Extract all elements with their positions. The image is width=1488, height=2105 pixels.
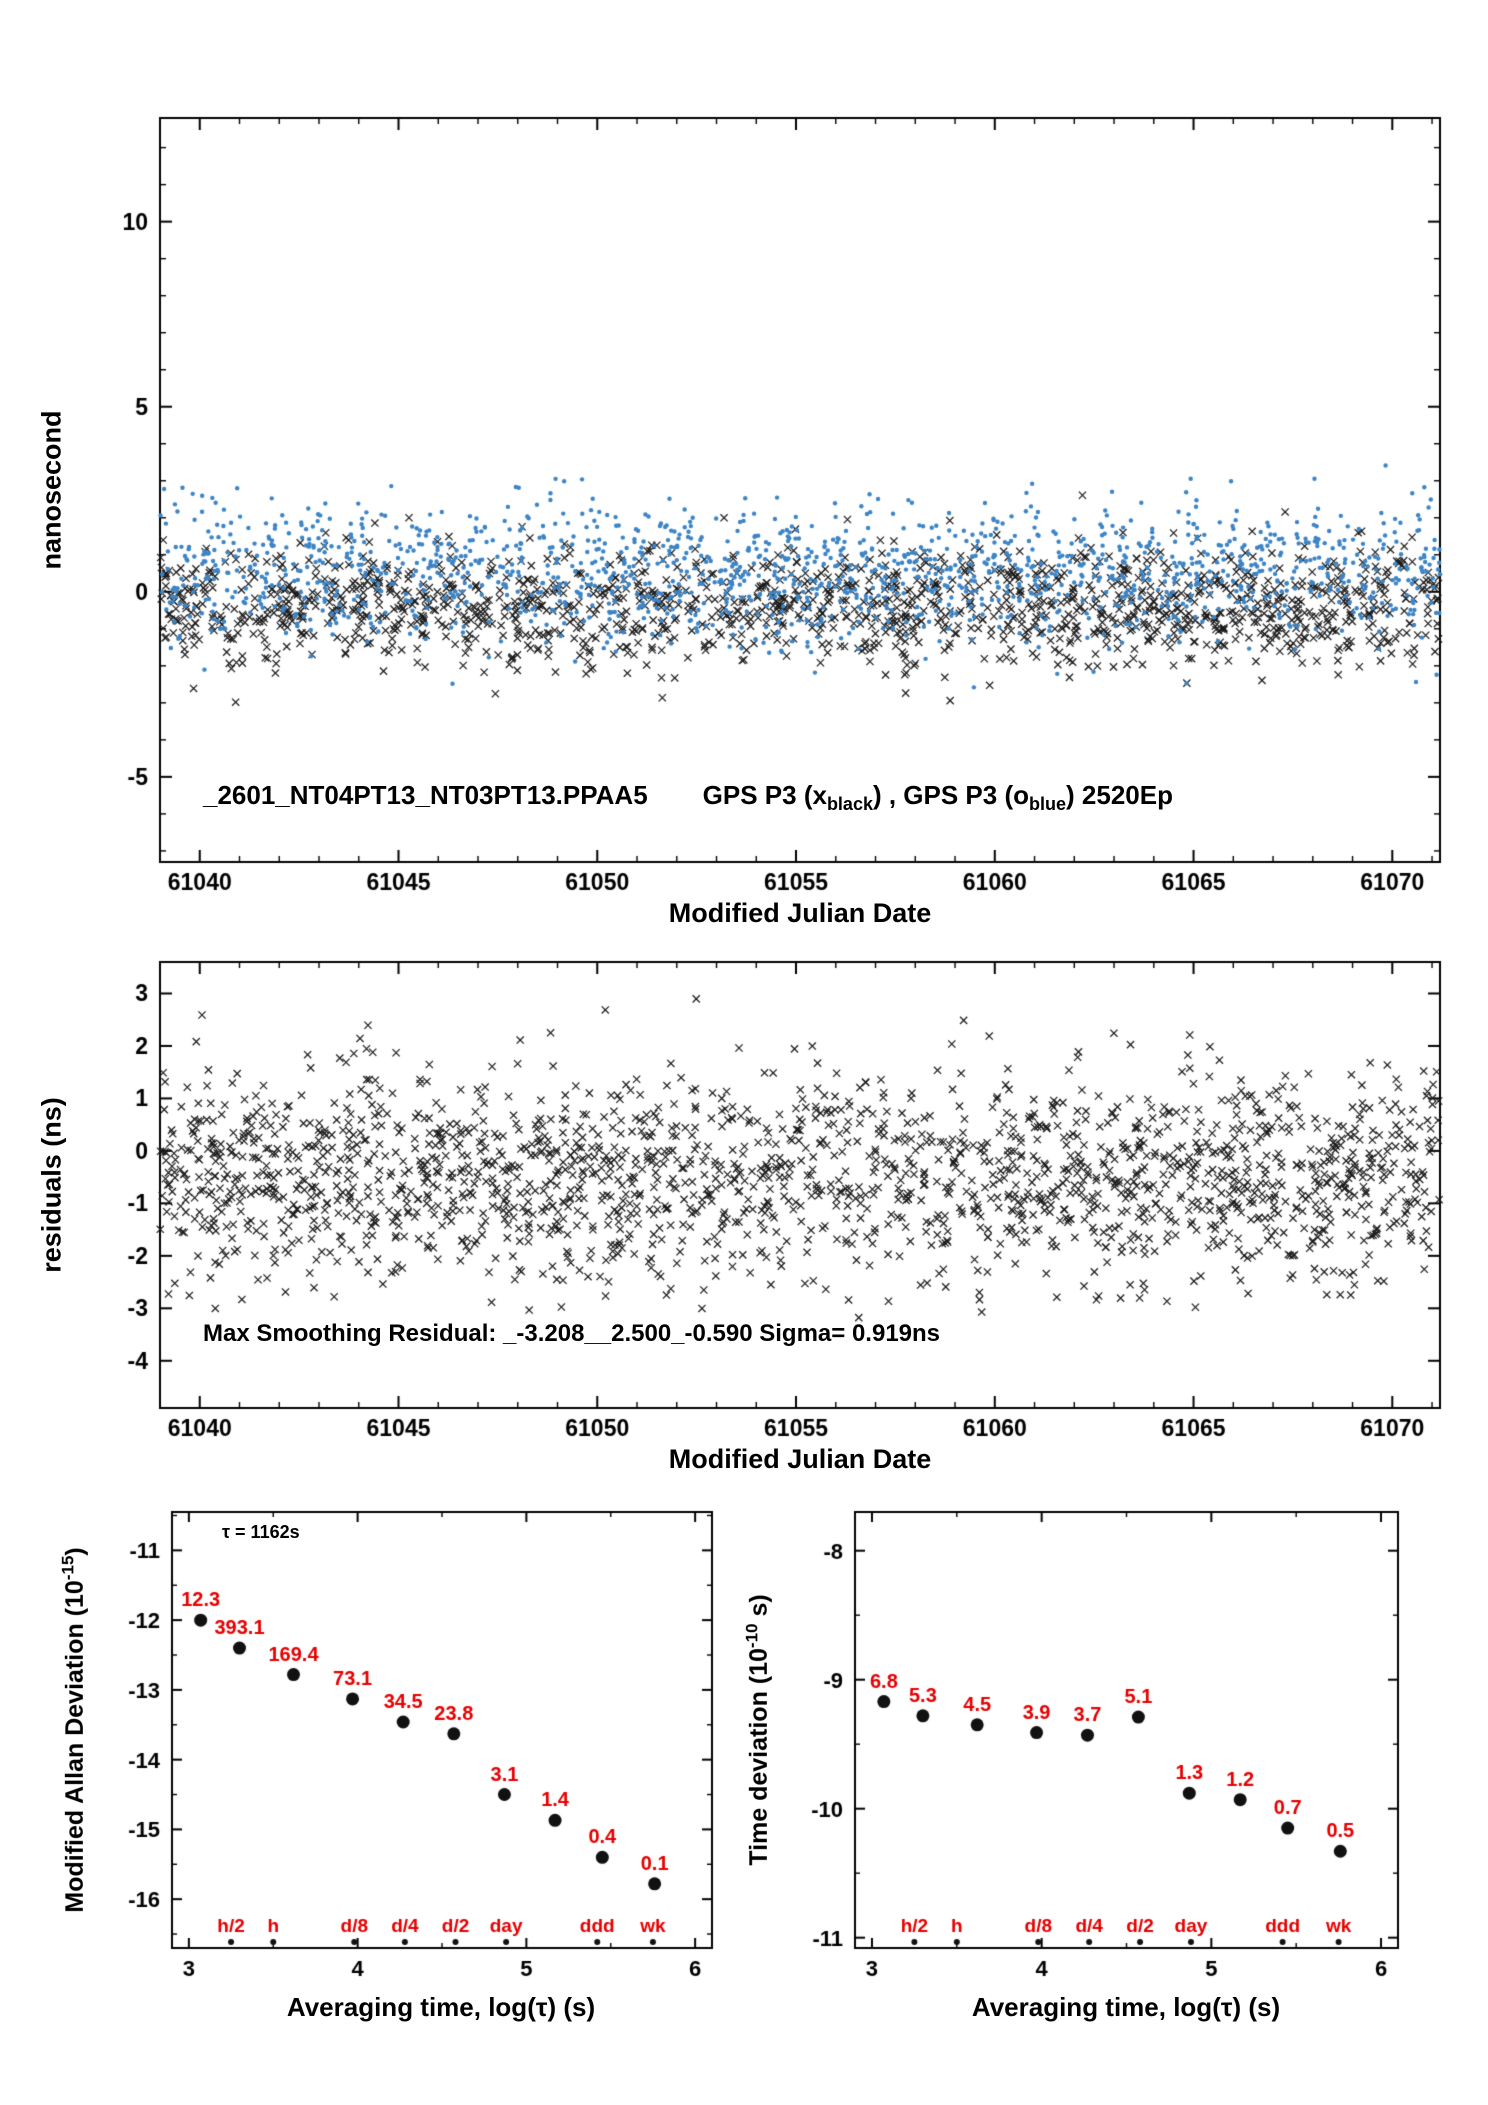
annotation-seg3: ) 2520Ep — [1066, 780, 1173, 810]
tdev-xlabel: Averaging time, log(τ) (s) — [971, 1992, 1281, 2022]
panel1-xlabel: Modified Julian Date — [668, 898, 932, 928]
annotation-filename: _2601_NT04PT13_NT03PT13.PPAA5 — [203, 780, 648, 810]
panel2-annotation: Max Smoothing Residual: _-3.208__2.500_-… — [203, 1320, 941, 1347]
panel2-xlabel: Modified Julian Date — [668, 1444, 932, 1474]
panel2-ylabel: residuals (ns) — [36, 1097, 67, 1273]
tdev-ylabel-exp: -10 — [742, 1623, 762, 1649]
mdev-ylabel-exp: -15 — [58, 1555, 78, 1581]
annotation-seg2: ) , GPS P3 (o — [872, 780, 1029, 810]
tdev-ylabel-post: s) — [744, 1594, 773, 1624]
mdev-ylabel-post: ) — [60, 1547, 89, 1556]
tdev-ylabel-pre: Time deviation (10 — [744, 1648, 773, 1866]
mdev-ylabel: Modified Allan Deviation (10-15) — [58, 1547, 89, 1912]
panel1-ylabel: nanosecond — [36, 410, 67, 570]
annotation-seg1: GPS P3 (x — [702, 780, 827, 810]
mdev-ylabel-pre: Modified Allan Deviation (10 — [60, 1580, 89, 1913]
annotation-sub-black: black — [826, 794, 873, 815]
tdev-ylabel: Time deviation (10-10 s) — [742, 1594, 773, 1865]
panel1-annotation: _2601_NT04PT13_NT03PT13.PPAA5 GPS P3 (xbl… — [203, 780, 1173, 815]
mdev-xlabel: Averaging time, log(τ) (s) — [286, 1992, 596, 2022]
tau-annotation: τ = 1162s — [222, 1522, 300, 1542]
annotation-sub-blue: blue — [1029, 794, 1067, 815]
